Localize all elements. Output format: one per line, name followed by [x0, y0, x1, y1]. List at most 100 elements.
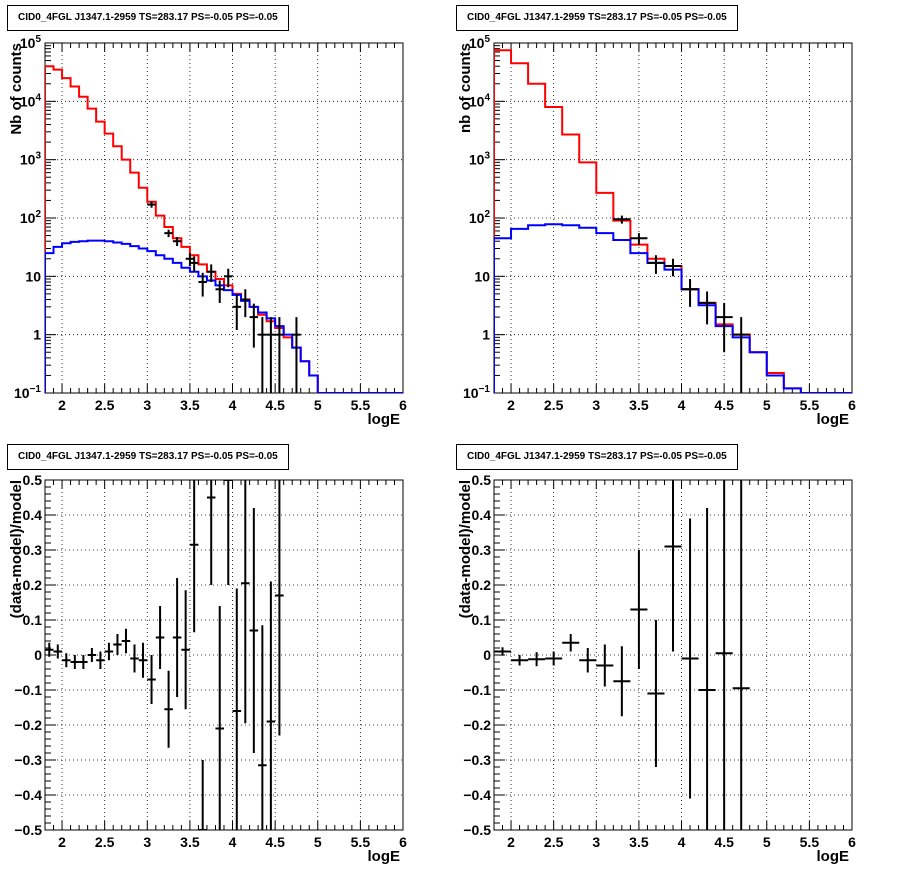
- x-tick-label: 2: [507, 834, 515, 850]
- y-tick-label: 0: [34, 647, 42, 663]
- residual-point: [528, 652, 546, 667]
- x-tick-label: 3.5: [180, 834, 200, 850]
- y-tick-label: −0.1: [14, 682, 42, 698]
- x-tick-label: 4: [229, 834, 237, 850]
- residual-point: [147, 655, 156, 704]
- y-tick-label: 103: [20, 151, 42, 168]
- data-point: [258, 317, 267, 393]
- x-tick-label: 5: [763, 834, 771, 850]
- residual-point: [258, 625, 267, 830]
- data-point: [681, 279, 699, 307]
- data-point: [206, 264, 216, 282]
- residual-point: [579, 648, 597, 673]
- x-tick-label: 6: [848, 397, 856, 413]
- y-tick-label: −0.4: [14, 787, 42, 803]
- residual-point: [613, 646, 631, 717]
- residual-point: [215, 606, 224, 830]
- residual-point: [511, 655, 529, 666]
- x-tick-label: 4: [678, 834, 686, 850]
- x-tick-label: 4: [229, 397, 237, 413]
- residual-point: [596, 644, 614, 687]
- residual-point: [698, 508, 716, 830]
- residual-point: [189, 480, 199, 633]
- data-point: [215, 280, 224, 303]
- x-tick-label: 3: [592, 397, 600, 413]
- model-total-histogram: [494, 49, 852, 393]
- data-point: [698, 291, 716, 325]
- data-point: [732, 317, 750, 393]
- model-source-histogram: [45, 239, 403, 393]
- data-point: [266, 317, 276, 393]
- y-tick-label: 105: [469, 34, 491, 51]
- x-tick-label: 4.5: [265, 397, 285, 413]
- y-axis: −0.5 −0.4 −0.3 −0.2 −0.1 0 0.1 0.2 0.3 0.4 0.5(dat…: [457, 472, 505, 838]
- data-point: [172, 237, 182, 247]
- residual-point: [130, 644, 139, 673]
- grid-lines: [494, 43, 852, 393]
- plot-content: [45, 65, 403, 393]
- grid-lines: [45, 43, 403, 393]
- data-point: [275, 317, 284, 393]
- residual-point: [172, 578, 182, 697]
- plot-panel-3: 2 2.5 3 3.5 4 4.5 5 5.5 6logE−0.5−0.4−0.3−0.2−0.…: [457, 472, 856, 865]
- y-tick-label: 0.2: [472, 577, 492, 593]
- data-point: [185, 253, 195, 267]
- residual-point: [545, 651, 563, 666]
- y-tick-label: 10−1: [463, 384, 490, 401]
- x-tick-label: 2: [507, 397, 515, 413]
- y-tick-label: 0: [483, 647, 491, 663]
- x-axis-title: logE: [817, 411, 850, 428]
- x-axis-title: logE: [368, 411, 401, 428]
- data-point: [613, 215, 631, 224]
- y-tick-label: 0.1: [23, 612, 43, 628]
- x-tick-label: 2.5: [544, 397, 564, 413]
- plot-content: [494, 49, 852, 393]
- x-tick-label: 5.5: [351, 397, 371, 413]
- y-tick-label: 105: [20, 34, 42, 51]
- residual-point: [224, 480, 233, 585]
- y-tick-label: 0.1: [472, 612, 492, 628]
- residual-point: [494, 647, 512, 656]
- x-tick-label: 2.5: [95, 834, 115, 850]
- data-point: [241, 289, 250, 318]
- y-tick-label: 104: [20, 92, 42, 109]
- residual-point: [62, 653, 71, 668]
- residual-point: [181, 590, 190, 710]
- y-tick-label: −0.2: [463, 717, 491, 733]
- data-point: [249, 303, 259, 348]
- y-tick-label: −0.5: [14, 822, 42, 838]
- data-point: [292, 317, 301, 393]
- data-point: [189, 256, 199, 272]
- y-tick-label: 0.4: [23, 507, 43, 523]
- y-tick-label: 1: [482, 327, 490, 343]
- plot-content: [494, 480, 750, 830]
- x-tick-label: 4.5: [265, 834, 285, 850]
- x-axis-title: logE: [368, 848, 401, 865]
- y-tick-label: 0.4: [472, 507, 492, 523]
- y-tick-label: 0.5: [23, 472, 43, 488]
- x-tick-label: 4.5: [714, 397, 734, 413]
- y-tick-label: −0.4: [463, 787, 491, 803]
- pad-title-top-right: CID0_4FGL J1347.1-2959 TS=283.17 PS=-0.0…: [456, 5, 738, 31]
- model-source-histogram: [494, 223, 852, 393]
- plot-panel-2: 2 2.5 3 3.5 4 4.5 5 5.5 6logE−0.5−0.4−0.3−0.2−0.…: [8, 472, 407, 865]
- y-tick-label: 0.3: [23, 542, 43, 558]
- residual-point: [164, 670, 173, 748]
- y-tick-label: 0.3: [472, 542, 492, 558]
- y-axis-title: (data-model)/model: [8, 480, 25, 618]
- y-tick-label: 102: [469, 209, 491, 226]
- residual-point: [275, 480, 284, 736]
- residual-point: [155, 606, 165, 669]
- residual-point: [249, 508, 259, 753]
- x-tick-label: 2.5: [544, 834, 564, 850]
- residual-point: [87, 648, 97, 662]
- data-point: [147, 201, 156, 208]
- y-tick-label: −0.2: [14, 717, 42, 733]
- model-total-histogram: [45, 65, 403, 393]
